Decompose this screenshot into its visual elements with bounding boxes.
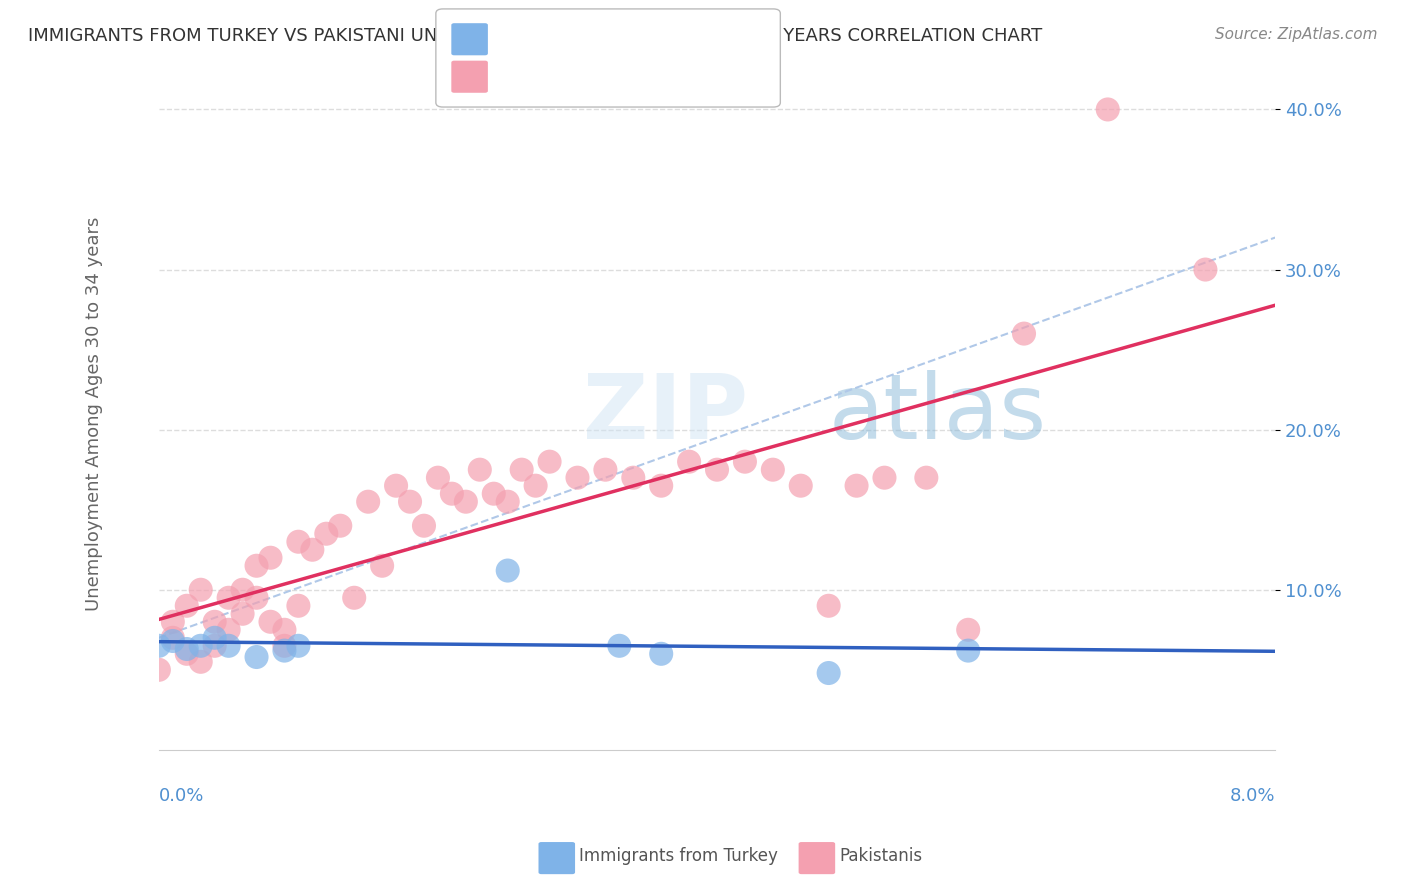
Text: 0.0%: 0.0% — [159, 787, 204, 805]
Point — [218, 623, 240, 637]
Text: -0.056: -0.056 — [527, 30, 592, 48]
Point — [371, 558, 394, 573]
Point — [176, 647, 198, 661]
Point — [957, 623, 980, 637]
Point — [650, 479, 672, 493]
Point — [762, 463, 785, 477]
Text: 8.0%: 8.0% — [1230, 787, 1275, 805]
Text: N =: N = — [598, 68, 637, 86]
Point — [273, 639, 295, 653]
Point — [790, 479, 813, 493]
Text: 56: 56 — [633, 68, 658, 86]
Point — [621, 471, 644, 485]
Point — [817, 599, 839, 613]
Point — [259, 550, 281, 565]
Point — [957, 643, 980, 657]
Point — [148, 663, 170, 677]
Point — [567, 471, 589, 485]
Text: ZIP: ZIP — [583, 369, 748, 458]
Point — [190, 639, 212, 653]
Point — [482, 486, 505, 500]
Point — [1194, 262, 1216, 277]
Point — [245, 591, 267, 605]
Text: 14: 14 — [633, 30, 658, 48]
Point — [218, 639, 240, 653]
Point — [232, 582, 254, 597]
Point — [609, 639, 631, 653]
Point — [273, 623, 295, 637]
Point — [734, 455, 756, 469]
Point — [399, 494, 422, 508]
Point — [538, 455, 561, 469]
Point — [245, 558, 267, 573]
Point — [218, 591, 240, 605]
Point — [524, 479, 547, 493]
Point — [204, 639, 226, 653]
Point — [426, 471, 449, 485]
Point — [329, 518, 352, 533]
Point — [148, 639, 170, 653]
Point — [357, 494, 380, 508]
Point — [496, 494, 519, 508]
Point — [204, 615, 226, 629]
Point — [440, 486, 463, 500]
Point — [468, 463, 491, 477]
Point — [162, 615, 184, 629]
Text: 0.566: 0.566 — [527, 68, 583, 86]
Point — [190, 582, 212, 597]
Point — [454, 494, 477, 508]
Point — [678, 455, 700, 469]
Text: Immigrants from Turkey: Immigrants from Turkey — [579, 847, 778, 865]
Point — [287, 534, 309, 549]
Point — [190, 655, 212, 669]
Point — [385, 479, 408, 493]
Text: Pakistanis: Pakistanis — [839, 847, 922, 865]
Point — [413, 518, 436, 533]
Point — [301, 542, 323, 557]
Point — [204, 631, 226, 645]
Y-axis label: Unemployment Among Ages 30 to 34 years: Unemployment Among Ages 30 to 34 years — [86, 217, 103, 611]
Text: R =: R = — [492, 30, 531, 48]
Point — [817, 666, 839, 681]
Point — [162, 631, 184, 645]
Point — [915, 471, 938, 485]
Point — [873, 471, 896, 485]
Point — [315, 526, 337, 541]
Point — [287, 599, 309, 613]
Point — [510, 463, 533, 477]
Point — [1012, 326, 1035, 341]
Point — [287, 639, 309, 653]
Point — [245, 650, 267, 665]
Point — [162, 634, 184, 648]
Point — [1097, 103, 1119, 117]
Point — [650, 647, 672, 661]
Point — [176, 642, 198, 657]
Point — [845, 479, 868, 493]
Text: atlas: atlas — [828, 369, 1047, 458]
Point — [595, 463, 617, 477]
Point — [232, 607, 254, 621]
Point — [176, 599, 198, 613]
Point — [259, 615, 281, 629]
Text: Source: ZipAtlas.com: Source: ZipAtlas.com — [1215, 27, 1378, 42]
Point — [496, 564, 519, 578]
Point — [273, 643, 295, 657]
Point — [706, 463, 728, 477]
Point — [343, 591, 366, 605]
Text: N =: N = — [598, 30, 637, 48]
Text: R =: R = — [492, 68, 531, 86]
Text: IMMIGRANTS FROM TURKEY VS PAKISTANI UNEMPLOYMENT AMONG AGES 30 TO 34 YEARS CORRE: IMMIGRANTS FROM TURKEY VS PAKISTANI UNEM… — [28, 27, 1042, 45]
